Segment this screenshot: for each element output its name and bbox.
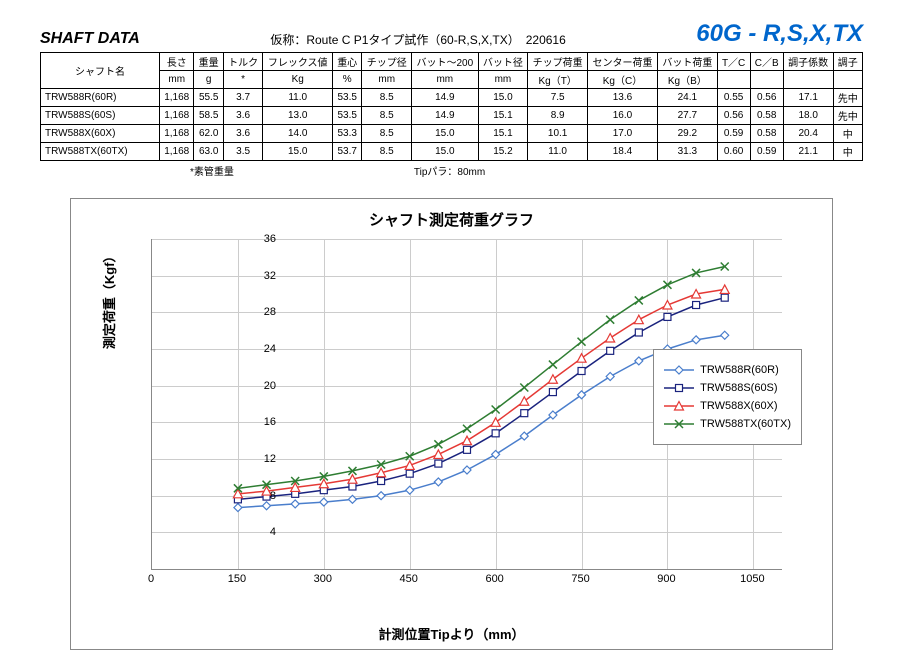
legend-item: TRW588TX(60TX)	[664, 418, 791, 430]
footnote-tip: Tipパラ：80mm	[414, 163, 485, 178]
legend-item: TRW588R(60R)	[664, 364, 791, 376]
shaft-data-table: シャフト名長さ重量トルクフレックス値重心チップ径バット～200バット径チップ荷重…	[40, 52, 863, 161]
chart-title: シャフト測定荷重グラフ	[91, 209, 812, 230]
table-row: TRW588S(60S)1,16858.53.613.053.58.514.91…	[41, 107, 863, 125]
table-row: TRW588R(60R)1,16855.53.711.053.58.514.91…	[41, 89, 863, 107]
x-axis-label: 計測位置Tipより（mm）	[71, 624, 832, 643]
title-center: 仮称：Route C P1タイプ試作（60-R,S,X,TX） 220616	[140, 31, 696, 48]
chart-legend: TRW588R(60R) TRW588S(60S) TRW588X(60X) TRW5…	[653, 349, 802, 445]
table-row: TRW588TX(60TX)1,16863.03.515.053.78.515.…	[41, 143, 863, 161]
table-row: TRW588X(60X)1,16862.03.614.053.38.515.01…	[41, 125, 863, 143]
title-left: SHAFT DATA	[40, 30, 140, 48]
legend-item: TRW588S(60S)	[664, 382, 791, 394]
col-shaft-name: シャフト名	[41, 53, 160, 89]
y-axis-label: 測定荷重（Kgf）	[99, 249, 118, 349]
load-chart: シャフト測定荷重グラフ 測定荷重（Kgf） 計測位置Tipより（mm） TRW5…	[70, 198, 833, 650]
legend-item: TRW588X(60X)	[664, 400, 791, 412]
title-right: 60G - R,S,X,TX	[696, 20, 863, 48]
footnote-weight: *素管重量	[190, 163, 234, 178]
